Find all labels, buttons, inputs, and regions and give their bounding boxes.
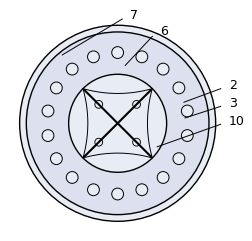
- Circle shape: [42, 105, 54, 117]
- Circle shape: [50, 153, 62, 165]
- Text: 7: 7: [131, 9, 138, 22]
- Circle shape: [87, 51, 99, 63]
- Circle shape: [181, 105, 193, 117]
- Text: 6: 6: [160, 26, 168, 39]
- Circle shape: [26, 32, 209, 215]
- Text: 3: 3: [229, 97, 237, 110]
- Circle shape: [133, 138, 140, 146]
- Circle shape: [136, 184, 148, 196]
- Text: 2: 2: [229, 79, 237, 92]
- Circle shape: [66, 172, 78, 183]
- Circle shape: [181, 130, 193, 141]
- Circle shape: [112, 188, 123, 200]
- Circle shape: [157, 63, 169, 75]
- Circle shape: [133, 100, 140, 108]
- Text: 10: 10: [229, 114, 245, 127]
- Circle shape: [66, 63, 78, 75]
- Circle shape: [173, 82, 185, 94]
- Circle shape: [95, 138, 103, 146]
- Circle shape: [20, 25, 216, 221]
- Circle shape: [95, 100, 103, 108]
- Circle shape: [50, 82, 62, 94]
- Circle shape: [69, 74, 167, 172]
- Circle shape: [87, 184, 99, 196]
- Circle shape: [173, 153, 185, 165]
- Circle shape: [157, 172, 169, 183]
- Circle shape: [42, 130, 54, 141]
- Circle shape: [136, 51, 148, 63]
- Circle shape: [112, 47, 123, 59]
